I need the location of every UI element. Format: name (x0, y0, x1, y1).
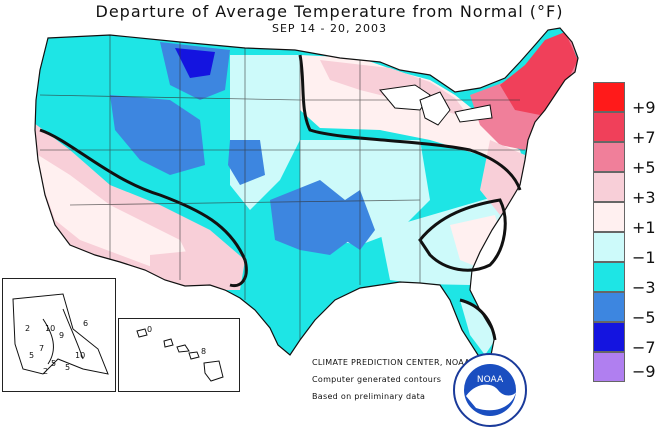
legend-swatch-plus5 (593, 142, 625, 172)
hawaii-label: 0 (147, 325, 153, 334)
legend-swatch-minus3 (593, 262, 625, 292)
legend-swatch-minus5 (593, 292, 625, 322)
legend-swatch-plus9 (593, 82, 625, 112)
legend-swatch-minus9 (593, 352, 625, 382)
legend-label: +7 (632, 128, 656, 147)
legend-swatch-minus1 (593, 232, 625, 262)
hawaii-inset: 0 8 (118, 318, 240, 392)
credit-preliminary: Based on preliminary data (312, 392, 426, 401)
legend-swatch-plus7 (593, 112, 625, 142)
map-date-range: SEP 14 - 20, 2003 (271, 22, 387, 35)
alaska-label: 6 (83, 319, 89, 328)
noaa-logo-text: NOAA (477, 375, 504, 385)
legend-swatch-minus7 (593, 322, 625, 352)
alaska-label: 5 (51, 359, 57, 368)
legend-label: −9 (632, 362, 656, 381)
noaa-logo: NOAA (453, 353, 527, 427)
alaska-label: 7 (39, 344, 45, 353)
legend-label: +5 (632, 158, 656, 177)
credit-center: CLIMATE PREDICTION CENTER, NOAA (312, 358, 471, 367)
hawaii-label: 8 (201, 347, 207, 356)
alaska-label: 2 (25, 324, 31, 333)
alaska-label: 5 (29, 351, 35, 360)
legend-swatch-plus1 (593, 202, 625, 232)
credit-contours: Computer generated contours (312, 375, 442, 384)
legend-label: +3 (632, 188, 656, 207)
map-title: Departure of Average Temperature from No… (95, 2, 564, 21)
legend-label: +1 (632, 218, 656, 237)
alaska-map (12, 293, 109, 375)
alaska-label: 2 (43, 367, 49, 376)
legend-label: −3 (632, 278, 656, 297)
legend-label: −7 (632, 338, 656, 357)
alaska-inset: 2 10 9 6 7 5 10 5 5 2 (2, 278, 116, 392)
legend-label: +9 (632, 98, 656, 117)
legend-label: −5 (632, 308, 656, 327)
legend-swatch-plus3 (593, 172, 625, 202)
alaska-label: 10 (75, 351, 86, 360)
hawaii-map (136, 328, 224, 382)
alaska-label: 5 (65, 363, 71, 372)
alaska-label: 10 (45, 324, 56, 333)
legend-label: −1 (632, 248, 656, 267)
alaska-label: 9 (59, 331, 65, 340)
